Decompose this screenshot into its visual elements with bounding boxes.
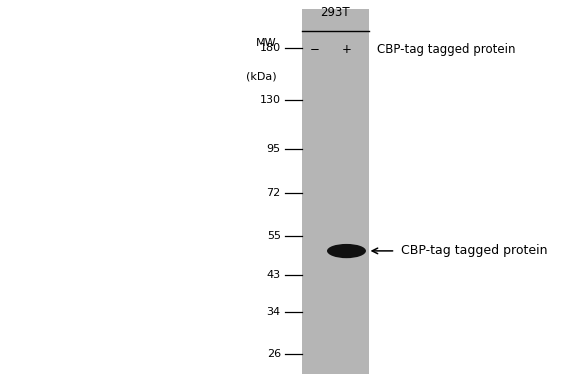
Text: 130: 130 [260, 94, 281, 105]
Text: −: − [310, 43, 320, 56]
Text: 95: 95 [267, 144, 281, 154]
Text: 293T: 293T [321, 6, 350, 19]
Text: CBP-tag tagged protein: CBP-tag tagged protein [377, 43, 516, 56]
Text: 43: 43 [267, 270, 281, 280]
Text: +: + [342, 43, 352, 56]
Ellipse shape [327, 244, 366, 258]
Text: 180: 180 [260, 43, 281, 53]
Text: 55: 55 [267, 231, 281, 241]
Text: 72: 72 [267, 188, 281, 198]
Text: MW: MW [256, 38, 277, 48]
Bar [302, 9, 369, 374]
Text: (kDa): (kDa) [246, 72, 277, 82]
Text: 26: 26 [267, 349, 281, 359]
Text: 34: 34 [267, 307, 281, 317]
Text: CBP-tag tagged protein: CBP-tag tagged protein [401, 245, 548, 257]
